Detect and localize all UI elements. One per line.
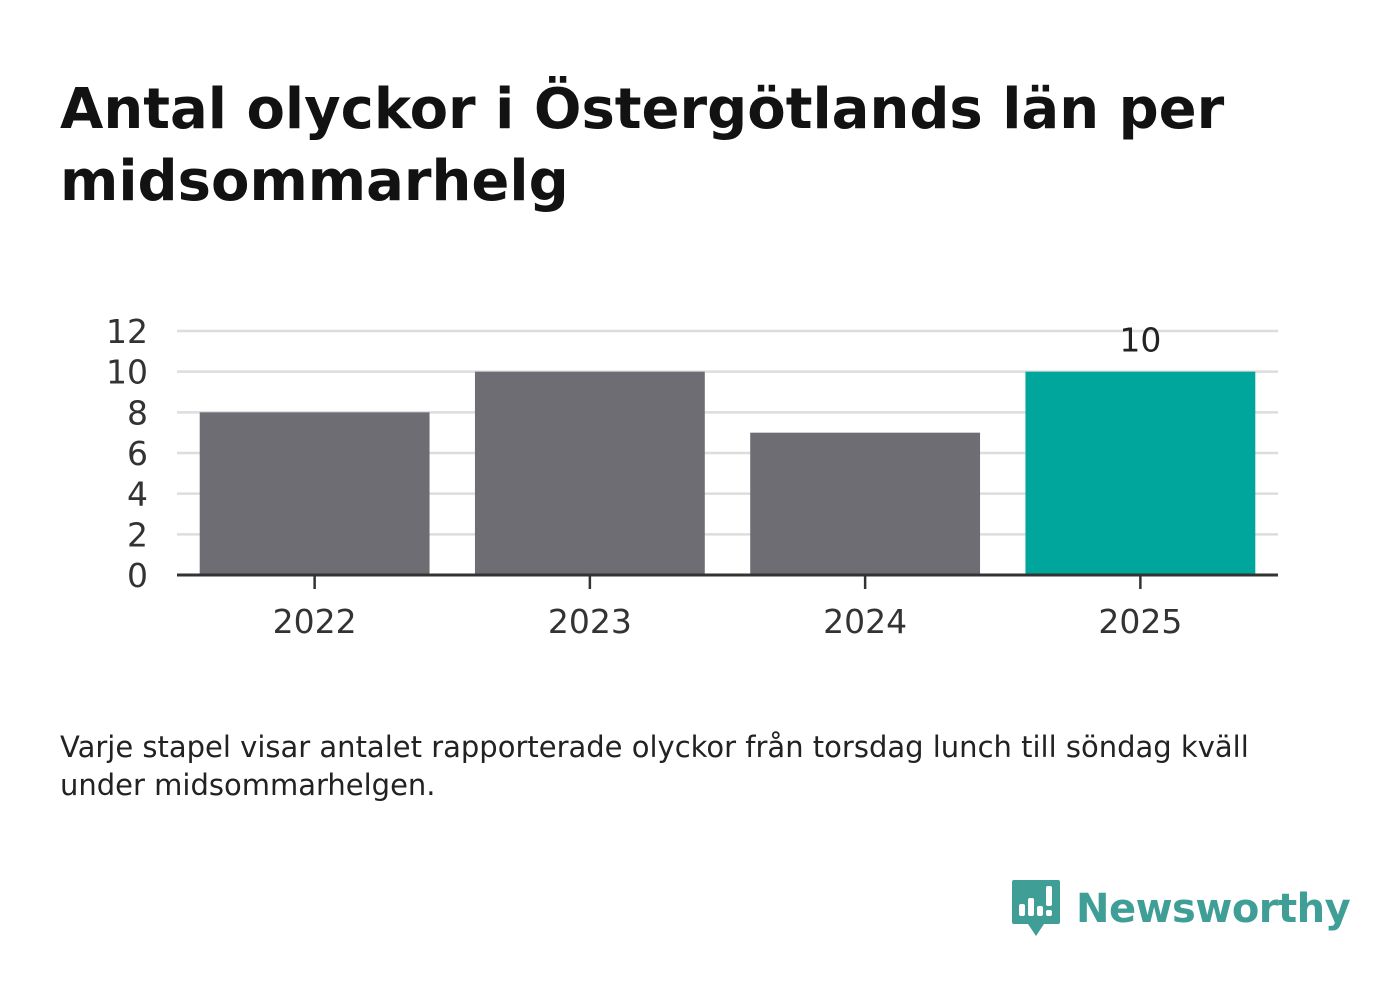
chart-note: Varje stapel visar antalet rapporterade … xyxy=(60,730,1249,802)
bars xyxy=(199,371,1256,575)
newsworthy-logo-icon xyxy=(1012,880,1060,936)
data-labels: 10 xyxy=(1119,321,1161,360)
x-tick-label: 2024 xyxy=(823,602,907,641)
y-tick-label: 10 xyxy=(106,353,148,392)
y-tick-label: 2 xyxy=(127,515,148,554)
y-tick-label: 12 xyxy=(106,312,148,351)
x-tick-label: 2025 xyxy=(1098,602,1182,641)
bar-2023 xyxy=(474,371,705,575)
x-tick-label: 2022 xyxy=(273,602,357,641)
y-tick-label: 8 xyxy=(127,393,148,432)
y-tick-label: 0 xyxy=(127,556,148,595)
x-axis-ticks: 2022 2023 2024 2025 xyxy=(273,575,1182,641)
logo-text: Newsworthy xyxy=(1076,886,1351,932)
bar-2025 xyxy=(1025,371,1256,575)
y-tick-label: 4 xyxy=(127,475,148,514)
chart-title: Antal olyckor i Östergötlands län per mi… xyxy=(60,77,1225,214)
x-tick-label: 2023 xyxy=(548,602,632,641)
bar-2024 xyxy=(750,432,981,575)
data-label: 10 xyxy=(1119,321,1161,360)
y-tick-label: 6 xyxy=(127,434,148,473)
bar-2022 xyxy=(199,412,430,575)
newsworthy-logo: Newsworthy xyxy=(1010,878,1351,940)
